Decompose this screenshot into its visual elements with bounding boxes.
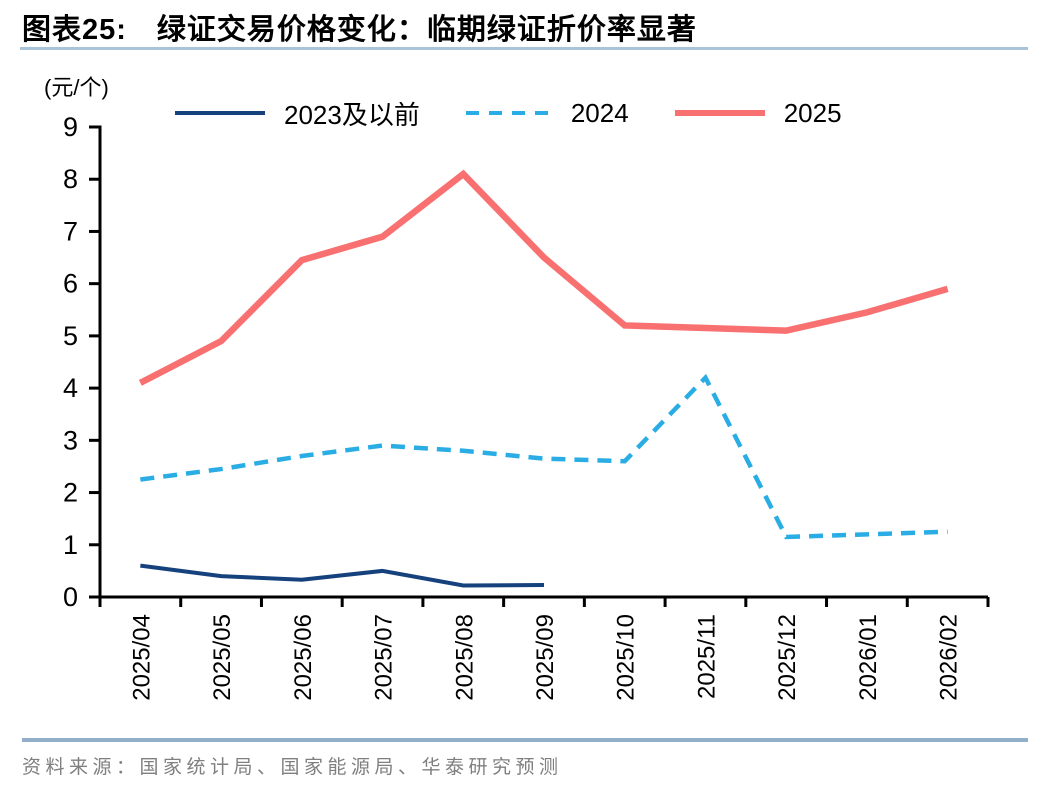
legend-label-2025: 2025 bbox=[783, 97, 842, 128]
svg-text:5: 5 bbox=[63, 321, 78, 351]
svg-text:1: 1 bbox=[63, 530, 78, 560]
svg-text:2025/05: 2025/05 bbox=[209, 614, 236, 701]
source-note: 资料来源：国家统计局、国家能源局、华泰研究预测 bbox=[22, 757, 563, 778]
svg-text:2026/01: 2026/01 bbox=[855, 614, 882, 701]
legend-label-2024: 2024 bbox=[570, 97, 629, 128]
y-axis-unit-label: (元/个) bbox=[44, 75, 109, 100]
svg-text:4: 4 bbox=[63, 373, 78, 403]
chart-title: 图表25: 绿证交易价格变化：临期绿证折价率显著 bbox=[22, 6, 697, 48]
svg-text:2025/07: 2025/07 bbox=[371, 614, 398, 701]
svg-text:2025/09: 2025/09 bbox=[532, 614, 559, 701]
svg-text:9: 9 bbox=[63, 112, 78, 142]
svg-text:2025/12: 2025/12 bbox=[774, 614, 801, 701]
legend-item-2024: 2024 bbox=[465, 97, 629, 129]
svg-text:2026/02: 2026/02 bbox=[936, 614, 963, 701]
svg-text:3: 3 bbox=[63, 425, 78, 455]
svg-text:0: 0 bbox=[63, 582, 78, 612]
legend-item-2025: 2025 bbox=[674, 97, 842, 129]
svg-text:8: 8 bbox=[63, 164, 78, 194]
svg-text:2025/08: 2025/08 bbox=[451, 614, 478, 701]
legend-swatch-sky-dashed-line bbox=[465, 111, 552, 115]
legend-swatch-navy-line bbox=[175, 111, 265, 115]
title-underline bbox=[20, 47, 1028, 50]
legend-label-2023: 2023及以前 bbox=[284, 99, 420, 130]
footer-rule bbox=[22, 738, 1028, 742]
svg-text:2025/10: 2025/10 bbox=[613, 614, 640, 701]
legend-swatch-red-line bbox=[674, 110, 765, 116]
svg-text:2025/04: 2025/04 bbox=[128, 614, 155, 701]
svg-text:7: 7 bbox=[63, 216, 78, 246]
svg-text:2: 2 bbox=[63, 478, 78, 508]
svg-text:2025/06: 2025/06 bbox=[290, 614, 317, 701]
svg-text:2025/11: 2025/11 bbox=[693, 614, 720, 699]
chart-legend: 2023及以前 2024 2025 bbox=[175, 97, 842, 130]
legend-item-2023: 2023及以前 bbox=[175, 95, 420, 132]
svg-text:6: 6 bbox=[63, 269, 78, 299]
chart-title-text: 绿证交易价格变化：临期绿证折价率显著 bbox=[156, 14, 697, 46]
chart-number: 图表25: bbox=[22, 14, 127, 46]
